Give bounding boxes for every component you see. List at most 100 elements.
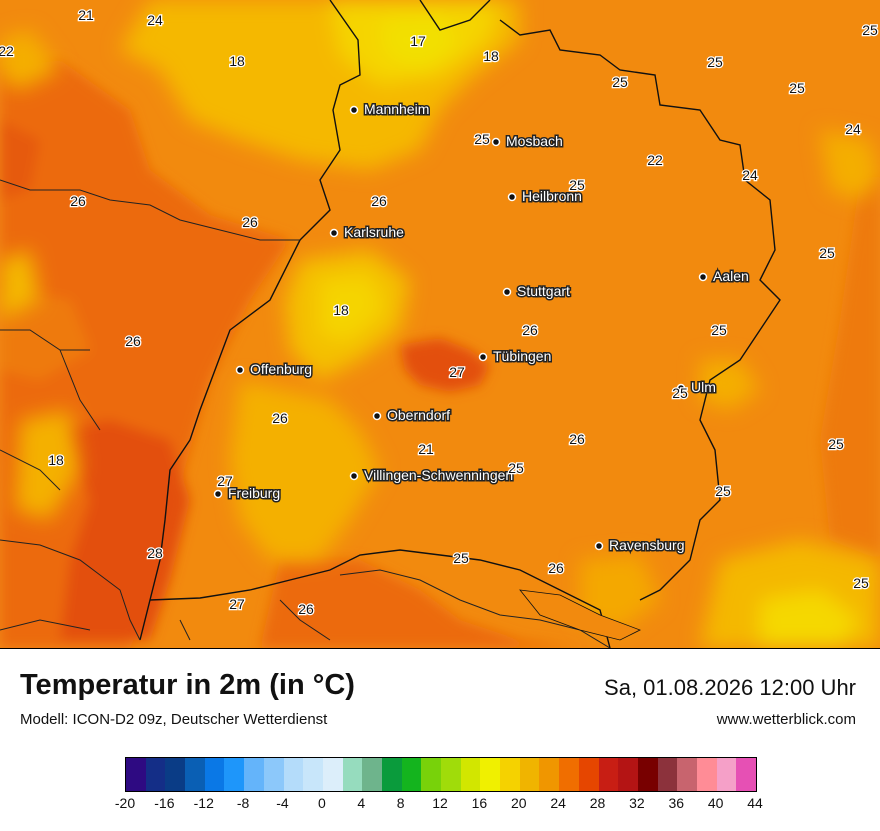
city-label: Mannheim (364, 101, 429, 117)
temperature-label: 26 (569, 431, 585, 447)
temperature-label: 27 (229, 596, 245, 612)
temperature-label: 28 (147, 545, 163, 561)
color-scale-tick-label: 32 (629, 795, 645, 811)
temperature-label: 25 (672, 385, 688, 401)
warm-zones (0, 60, 880, 648)
website-link[interactable]: www.wetterblick.com (716, 711, 856, 728)
temperature-label: 25 (853, 575, 869, 591)
temperature-label: 25 (612, 74, 628, 90)
city-marker: Ravensburg (594, 536, 686, 555)
temperature-label: 24 (147, 12, 163, 28)
city-marker: Freiburg (213, 484, 282, 503)
temperature-label: 18 (229, 53, 245, 69)
city-label: Villingen-Schwenningen (364, 467, 513, 483)
color-scale-tick-label: 16 (471, 795, 488, 811)
color-scale-tick-label: -16 (154, 795, 175, 811)
city-marker: Mannheim (349, 100, 431, 119)
temperature-label: 18 (333, 302, 349, 318)
city-label: Oberndorf (387, 407, 450, 423)
color-scale-segment (716, 758, 737, 791)
city-marker: Heilbronn (507, 187, 583, 206)
city-label: Freiburg (228, 485, 280, 501)
color-scale-segment (126, 758, 146, 791)
color-scale-segment (677, 758, 697, 791)
temperature-label: 22 (647, 152, 663, 168)
color-scale-segment (283, 758, 304, 791)
city-dot (329, 228, 339, 238)
color-scale-segment (696, 758, 717, 791)
temperature-label: 26 (242, 214, 258, 230)
temperature-label: 25 (474, 131, 490, 147)
temperature-label: 26 (522, 322, 538, 338)
city-marker: Karlsruhe (329, 223, 406, 242)
color-scale-tick-label: -12 (193, 795, 214, 811)
color-scale-segment (578, 758, 599, 791)
city-layer: Mannheim Mosbach Heilbronn Karlsruhe Aalen St… (213, 100, 750, 555)
city-marker: Villingen-Schwenningen (349, 466, 515, 485)
color-scale-segment (480, 758, 501, 791)
city-label: Heilbronn (522, 188, 582, 204)
city-dot (491, 137, 501, 147)
color-scale-tick-label: 20 (510, 795, 527, 811)
temperature-label: 18 (483, 48, 499, 64)
temperature-label-layer: 21 24 17 18 25 22 18 25 25 25 24 25 22 24 25 26 26 26 25 18… (0, 6, 879, 619)
city-label: Ravensburg (609, 537, 685, 553)
color-scale-segment (244, 758, 264, 791)
temperature-label: 18 (48, 452, 64, 468)
temperature-label: 27 (449, 364, 465, 380)
city-label: Offenburg (250, 361, 312, 377)
temperature-label: 25 (862, 22, 878, 38)
color-scale-segment (460, 758, 481, 791)
city-label: Tübingen (493, 348, 551, 364)
city-label: Mosbach (506, 133, 563, 149)
temperature-label: 26 (371, 193, 387, 209)
city-label: Aalen (713, 268, 749, 284)
color-scale-segment (618, 758, 638, 791)
color-scale-segment (500, 758, 520, 791)
city-dot (502, 287, 512, 297)
city-marker: Oberndorf (372, 406, 452, 425)
city-marker: Stuttgart (502, 282, 572, 301)
city-dot (235, 365, 245, 375)
color-scale-tick-label: 4 (357, 795, 366, 811)
city-dot (478, 352, 488, 362)
city-dot (372, 411, 382, 421)
color-scale-segment (637, 758, 658, 791)
city-dot (676, 383, 686, 393)
color-scale-tick-label: 12 (432, 795, 448, 811)
color-scale-tick-label: 40 (707, 795, 724, 811)
temperature-label: 21 (78, 7, 94, 23)
temperature-label: 25 (789, 80, 805, 96)
city-marker: Offenburg (235, 360, 314, 379)
temperature-label: 26 (272, 410, 288, 426)
city-label: Stuttgart (517, 283, 570, 299)
color-scale-tick-label: -8 (236, 795, 250, 811)
city-dot (594, 541, 604, 551)
footer: Temperatur in 2m (in °C) Modell: ICON-D2… (0, 648, 880, 831)
map-title: Temperatur in 2m (in °C) (20, 669, 355, 701)
forecast-datetime: Sa, 01.08.2026 12:00 Uhr (604, 675, 856, 700)
color-scale-segment (342, 758, 363, 791)
cool-zones (0, 0, 880, 648)
state-border (139, 0, 781, 648)
color-scale-segment (322, 758, 343, 791)
color-scale-segment (736, 758, 756, 791)
color-scale-segment (303, 758, 323, 791)
temperature-label: 24 (845, 121, 861, 137)
color-scale-segment (362, 758, 382, 791)
city-label: Karlsruhe (344, 224, 404, 240)
temperature-label: 25 (453, 550, 469, 566)
color-scale-labels: -20 -16 -12 -8 -4 0 4 8 12 16 20 24 28 32 36 40 44 (115, 795, 763, 815)
color-scale-segment (519, 758, 540, 791)
color-scale-segment (421, 758, 441, 791)
city-dot (349, 105, 359, 115)
color-scale-segment (598, 758, 619, 791)
city-marker: Ulm (676, 378, 717, 397)
temperature-label: 25 (711, 322, 727, 338)
temperature-label: 26 (548, 560, 564, 576)
color-scale-segment (401, 758, 422, 791)
temperature-label: 26 (125, 333, 141, 349)
color-scale (125, 757, 757, 792)
other-border (0, 179, 611, 648)
temperature-label: 27 (217, 473, 233, 489)
